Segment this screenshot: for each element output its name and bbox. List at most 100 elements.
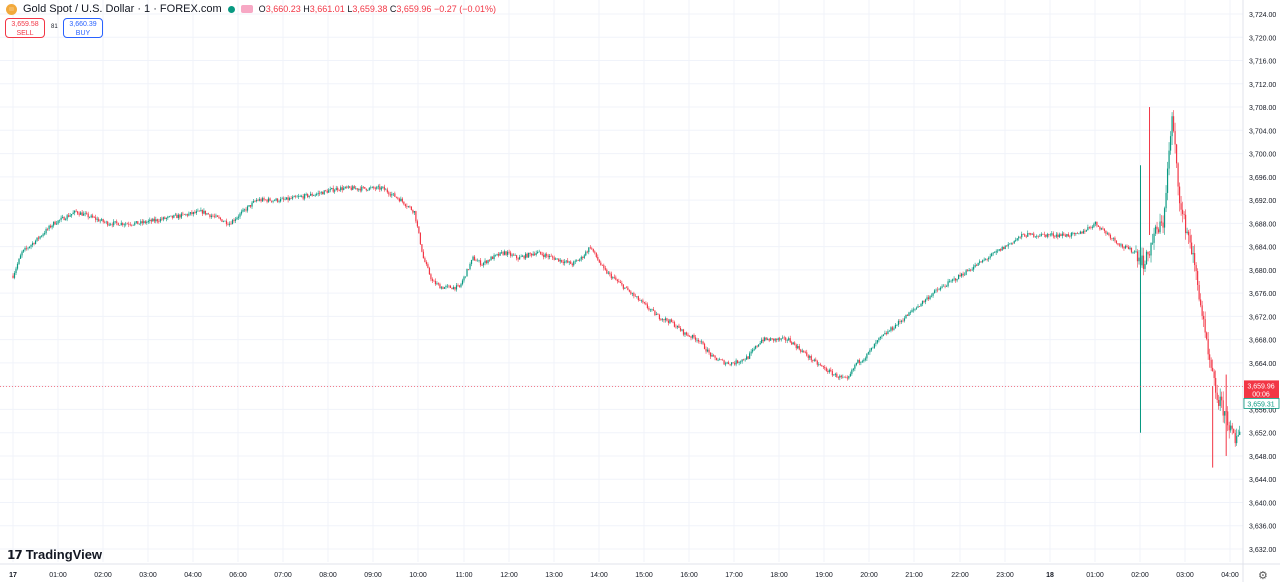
candle-body (631, 293, 633, 294)
x-tick-label: 06:00 (229, 572, 247, 579)
candle-body (601, 264, 603, 266)
candle-body (627, 287, 629, 291)
candle-body (389, 194, 391, 196)
candle-body (712, 354, 715, 356)
candle-body (843, 376, 845, 378)
candle-body (852, 368, 854, 370)
candle-body (505, 251, 507, 255)
candle-body (998, 249, 1000, 251)
candle-body (514, 255, 516, 256)
candle-body (326, 190, 328, 193)
candle-body (334, 190, 336, 192)
chart-header: Gold Spot / U.S. Dollar · 1 · FOREX.com … (6, 3, 496, 15)
candle-body (1237, 435, 1239, 437)
candle-body (1094, 221, 1096, 225)
candle-body (263, 198, 265, 200)
candle-body (630, 291, 632, 294)
candle-body (603, 265, 605, 269)
x-tick-label: 08:00 (319, 572, 337, 579)
tradingview-logo[interactable]: 𝟭𝟳 TradingView (7, 547, 102, 562)
candle-body (776, 338, 778, 340)
candle-body (13, 273, 16, 278)
ohlc-values: O3,660.23 H3,661.01 L3,659.38 C3,659.96 … (258, 4, 496, 14)
candle-body (640, 300, 642, 302)
candle-body (445, 286, 447, 288)
candle-body (770, 338, 772, 341)
candle-body (72, 212, 74, 215)
candle-body (694, 337, 697, 341)
candle-body (989, 256, 991, 258)
candle-body (670, 319, 673, 322)
candle-body (985, 258, 987, 260)
candle-body (255, 199, 258, 202)
candle-body (917, 306, 919, 308)
sell-button[interactable]: 3,659.58 SELL (5, 18, 45, 38)
y-tick-label: 3,652.00 (1249, 431, 1276, 438)
candle-body (718, 359, 721, 361)
candle-body (1003, 247, 1005, 250)
candle-body (292, 197, 294, 199)
candle-body (1004, 245, 1006, 250)
candle-body (416, 221, 418, 227)
candle-body (1219, 396, 1221, 406)
candle-body (591, 248, 593, 249)
candle-body (31, 243, 34, 245)
candle-body (863, 359, 865, 362)
candle-body (403, 201, 405, 205)
candle-body (1185, 214, 1187, 234)
candle-body (918, 306, 921, 307)
candle-body (478, 260, 480, 261)
x-tick-label: 02:00 (94, 572, 112, 579)
candle-body (135, 221, 137, 223)
buy-button[interactable]: 3,660.39 BUY (63, 18, 103, 38)
candle-body (1239, 431, 1241, 436)
candle-body (571, 263, 573, 266)
candle-body (798, 346, 800, 350)
candle-body (1117, 243, 1119, 245)
candle-body (830, 369, 832, 372)
candle-body (1168, 150, 1170, 169)
candle-body (126, 223, 128, 225)
candle-body (261, 198, 264, 202)
candle-body (54, 221, 56, 225)
candle-body (230, 223, 232, 225)
candle-body (30, 244, 32, 247)
candle-body (667, 320, 670, 323)
tradingview-wordmark: TradingView (25, 547, 103, 562)
candle-body (537, 251, 539, 253)
candle-body (864, 358, 866, 360)
x-tick-label: 22:00 (951, 572, 969, 579)
candle-body (275, 198, 277, 201)
candle-body (1040, 233, 1042, 237)
candle-body (1115, 240, 1118, 244)
candle-body (55, 223, 58, 225)
candle-body (107, 221, 109, 226)
candle-body (482, 263, 485, 266)
candle-body (264, 199, 267, 201)
symbol-title[interactable]: Gold Spot / U.S. Dollar · 1 · FOREX.com (23, 3, 222, 15)
candle-body (684, 332, 686, 335)
candle-body (935, 289, 937, 291)
candle-body (1121, 244, 1124, 248)
candle-body (45, 229, 47, 234)
candle-body (37, 237, 40, 239)
candle-body (576, 260, 578, 262)
candle-body (1144, 264, 1146, 269)
settings-gear-icon[interactable]: ⚙ (1258, 570, 1268, 582)
candle-body (1025, 236, 1027, 238)
candle-body (1054, 236, 1056, 237)
candle-body (329, 188, 331, 191)
candle-body (239, 213, 241, 217)
candle-body (343, 187, 345, 190)
candle-body (740, 361, 742, 363)
candle-body (927, 297, 930, 300)
candle-body (24, 247, 26, 250)
candle-body (182, 213, 184, 215)
candle-body (1236, 436, 1238, 444)
candle-body (908, 312, 910, 316)
candle-body (1096, 221, 1098, 226)
candle-body (912, 309, 915, 311)
candle-body (954, 278, 957, 281)
candle-body (1228, 425, 1230, 431)
